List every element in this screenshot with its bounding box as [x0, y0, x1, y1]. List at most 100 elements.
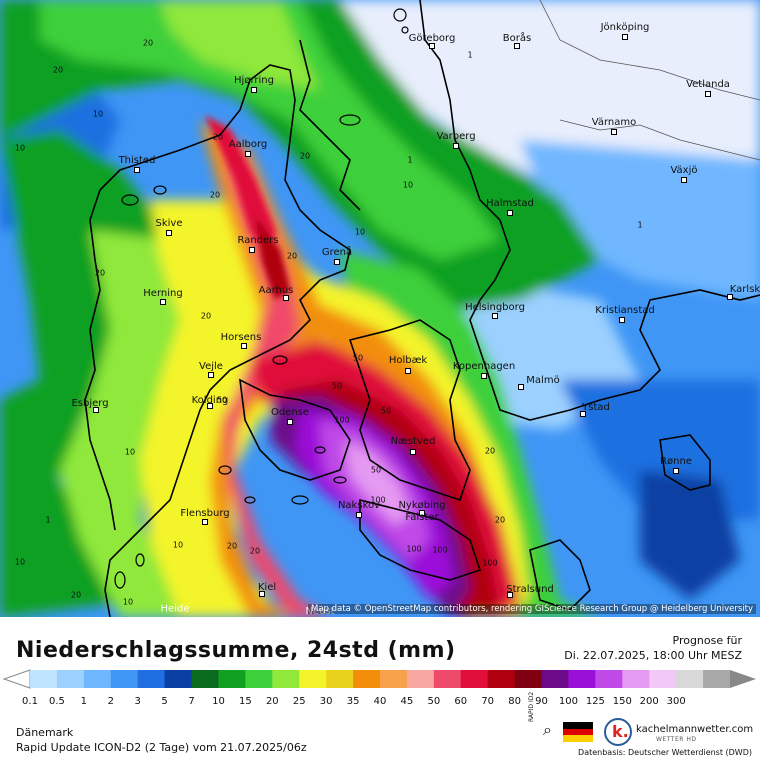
legend-swatch	[218, 670, 246, 688]
legend-tick-label: 7	[188, 696, 194, 707]
legend-tick-label: 125	[586, 696, 605, 707]
contour-label: 10	[354, 227, 366, 237]
city-label[interactable]: Holbæk	[388, 355, 428, 366]
contour-label: 20	[286, 251, 298, 261]
legend-tick-label: 100	[559, 696, 578, 707]
city-label[interactable]: Kiel	[257, 582, 277, 593]
city-label[interactable]: Ystad	[582, 402, 610, 413]
search-icon[interactable]: ⌕	[543, 720, 552, 739]
contour-label: 10	[14, 557, 26, 567]
city-marker	[287, 419, 293, 425]
legend-tick-label: 30	[320, 696, 333, 707]
legend-tick-label: 35	[347, 696, 360, 707]
city-label[interactable]: Värnamo	[591, 117, 637, 128]
city-marker	[166, 230, 172, 236]
legend-swatch	[406, 670, 435, 688]
city-label[interactable]: Rønne	[660, 456, 692, 467]
city-label[interactable]: Grenå	[321, 247, 353, 258]
contour-label: 100	[432, 545, 448, 555]
city-marker	[356, 512, 362, 518]
legend-swatch	[568, 670, 596, 688]
legend-tick-label: 150	[613, 696, 632, 707]
legend-tick-label: 25	[293, 696, 306, 707]
city-label[interactable]: Horsens	[220, 332, 262, 343]
city-label[interactable]: Heide	[160, 603, 190, 615]
legend-swatch	[433, 670, 462, 688]
legend-swatch	[353, 670, 381, 688]
city-label[interactable]: Stralsund	[506, 584, 554, 595]
city-label[interactable]: Skive	[155, 218, 183, 229]
city-marker	[514, 43, 520, 49]
city-label[interactable]: Varberg	[436, 131, 476, 142]
city-marker	[202, 519, 208, 525]
legend-tick-label: 5	[161, 696, 167, 707]
legend-swatch	[137, 670, 166, 688]
legend-tick-label: 90	[535, 696, 548, 707]
legend-swatch	[83, 670, 112, 688]
city-label[interactable]: Växjö	[670, 165, 698, 176]
germany-flag-icon	[563, 722, 593, 742]
brand-name[interactable]: kachelmannwetter.com	[636, 724, 754, 735]
city-label[interactable]: Neust	[305, 606, 335, 617]
contour-label: 20	[200, 311, 212, 321]
contour-label: 50	[370, 465, 382, 475]
contour-label: 20	[94, 268, 106, 278]
city-label[interactable]: Borås	[502, 33, 532, 44]
city-label[interactable]: Jönköping	[600, 22, 650, 33]
contour-label: 10	[124, 447, 136, 457]
legend-swatch	[595, 670, 623, 688]
city-marker	[207, 403, 213, 409]
city-label[interactable]: Göteborg	[408, 33, 456, 44]
city-label[interactable]: Esbjerg	[71, 398, 109, 409]
city-label[interactable]: Thisted	[118, 155, 156, 166]
city-label[interactable]: Nykøbing	[398, 500, 446, 511]
city-label[interactable]: Odense	[270, 407, 310, 418]
city-marker	[93, 407, 99, 413]
city-label[interactable]: Kristianstad	[595, 305, 655, 316]
legend-swatch	[30, 670, 58, 688]
city-label[interactable]: Aalborg	[228, 139, 268, 150]
city-label[interactable]: Kolding	[191, 395, 229, 406]
city-label[interactable]: Falster	[405, 512, 439, 523]
city-label[interactable]: Nakskov	[337, 500, 381, 511]
city-marker	[518, 384, 524, 390]
city-label[interactable]: Kopenhagen	[452, 361, 516, 372]
city-marker	[134, 167, 140, 173]
contour-label: 20	[226, 541, 238, 551]
map-footer	[0, 617, 760, 760]
legend-tick-label: 70	[481, 696, 494, 707]
contour-label: 50	[216, 395, 228, 405]
city-label[interactable]: Halmstad	[486, 198, 534, 209]
contour-label: 100	[334, 415, 350, 425]
city-label[interactable]: Vejle	[199, 361, 223, 372]
city-marker	[405, 368, 411, 374]
brand-subtitle: WETTER HD	[656, 736, 697, 743]
city-label[interactable]: Flensburg	[180, 508, 230, 519]
precipitation-map[interactable]: 20 20 10 10 1 20 20 10 20 10 20 50 50 10…	[0, 0, 760, 617]
legend-tick-label: 50	[427, 696, 440, 707]
city-label[interactable]: Malmö	[526, 375, 560, 386]
city-label[interactable]: Karlsk	[729, 284, 760, 295]
city-label[interactable]: Randers	[237, 235, 279, 246]
kachelmann-logo-icon[interactable]: k.	[604, 718, 632, 746]
legend-swatch	[460, 670, 489, 688]
city-label[interactable]: Hjørring	[234, 75, 274, 86]
city-marker	[334, 259, 340, 265]
city-label[interactable]: Herning	[143, 288, 183, 299]
city-marker	[673, 468, 679, 474]
city-label[interactable]: Helsingborg	[465, 302, 525, 313]
legend-tick-label: 20	[266, 696, 279, 707]
city-marker	[429, 43, 435, 49]
contour-label: 20	[142, 38, 154, 48]
legend-swatch	[245, 670, 273, 688]
city-label[interactable]: Vetlanda	[686, 79, 730, 90]
city-label[interactable]: Aarhus	[258, 285, 294, 296]
city-marker	[492, 313, 498, 319]
contour-label: 100	[406, 544, 422, 554]
city-label[interactable]: Næstved	[390, 436, 436, 447]
contour-label: 20	[70, 590, 82, 600]
contour-label: 20	[299, 151, 311, 161]
contour-label: 50	[331, 381, 343, 391]
legend-tick-label: 3	[135, 696, 141, 707]
legend-tick-label: 80	[508, 696, 521, 707]
